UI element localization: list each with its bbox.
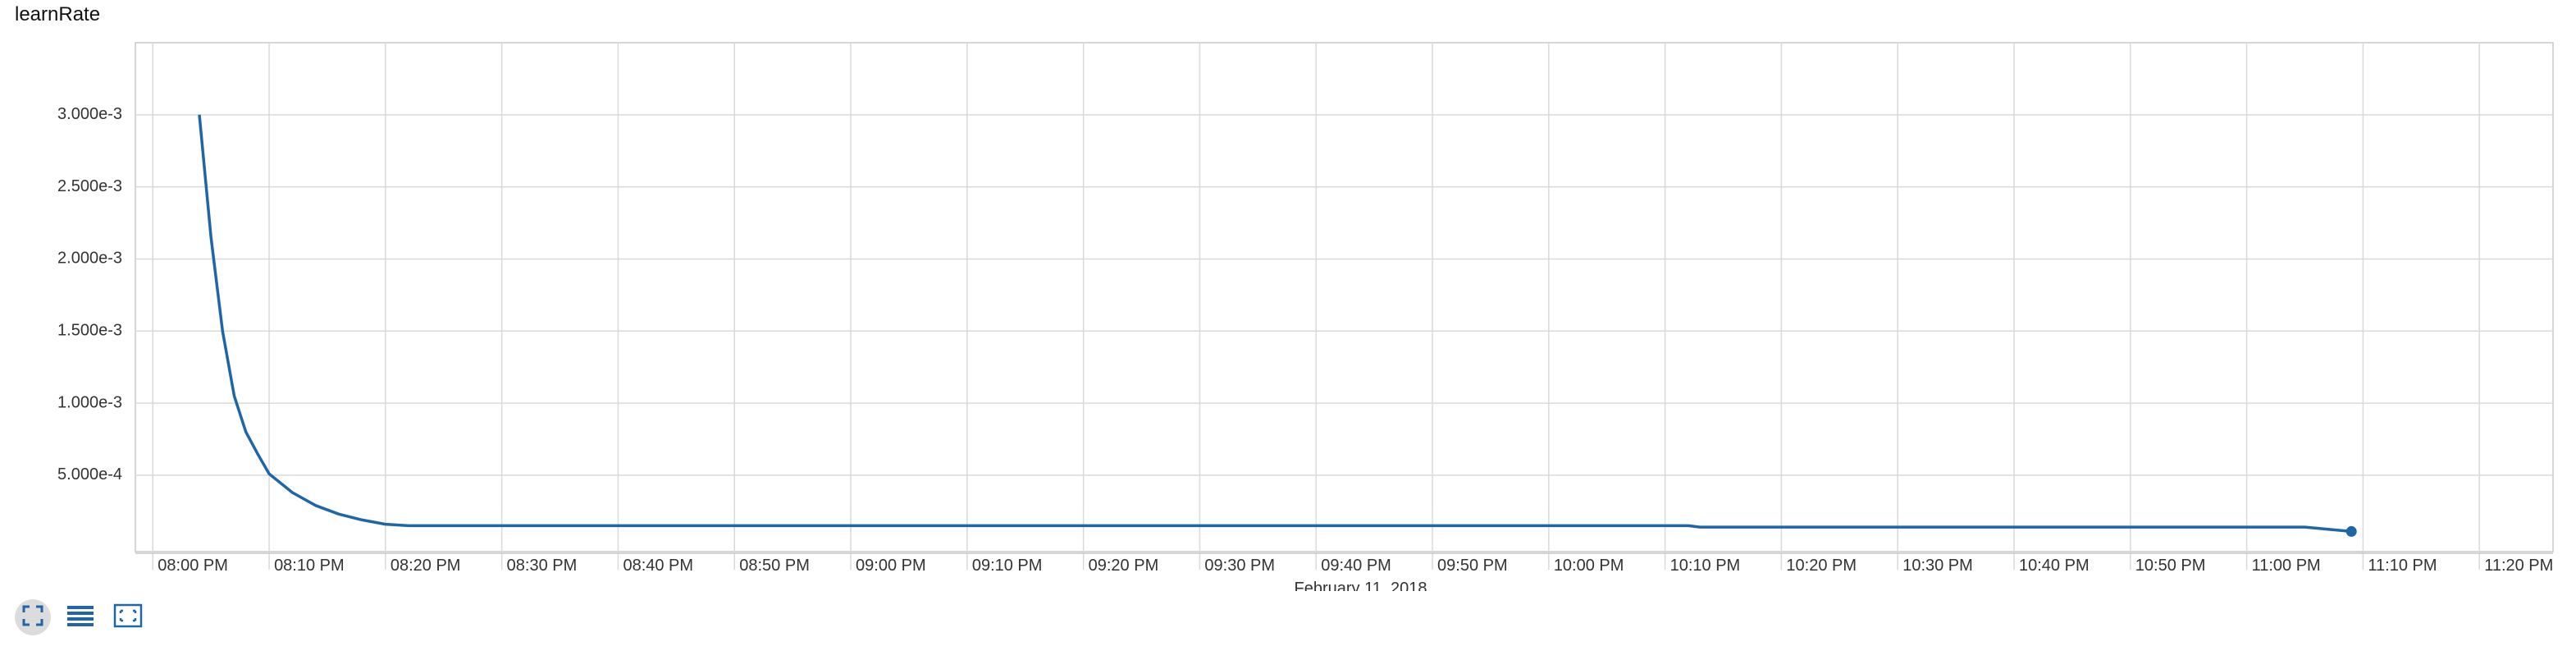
x-tick-label: 08:50 PM bbox=[739, 557, 810, 575]
line-chart: 5.000e-4 1.000e-3 1.500e-3 2.000e-3 2.500e-3… bbox=[57, 42, 2554, 591]
x-tick-label: 10:40 PM bbox=[2019, 557, 2090, 575]
data-list-button[interactable] bbox=[62, 599, 98, 635]
x-tick-label: 09:30 PM bbox=[1204, 557, 1275, 575]
zoom-select-button[interactable] bbox=[110, 599, 146, 635]
series-last-point bbox=[2345, 525, 2357, 537]
x-tick-label: 08:00 PM bbox=[158, 557, 228, 575]
x-tick-label: 10:00 PM bbox=[1554, 557, 1624, 575]
x-tick-label: 10:10 PM bbox=[1670, 557, 1741, 575]
list-icon bbox=[67, 604, 94, 631]
x-tick-label: 08:20 PM bbox=[391, 557, 461, 575]
zoom-select-icon bbox=[113, 603, 143, 632]
x-tick-label: 09:50 PM bbox=[1437, 557, 1508, 575]
x-tick-label: 08:40 PM bbox=[623, 557, 693, 575]
y-tick-label: 2.500e-3 bbox=[57, 177, 122, 195]
x-tick-label: 09:20 PM bbox=[1089, 557, 1159, 575]
y-tick-label: 5.000e-4 bbox=[57, 465, 122, 484]
fit-to-screen-button[interactable] bbox=[15, 599, 51, 635]
y-tick-label: 1.000e-3 bbox=[57, 393, 122, 411]
x-tick-label: 11:00 PM bbox=[2252, 557, 2321, 575]
x-tick-label: 11:20 PM bbox=[2484, 557, 2553, 575]
series-line bbox=[198, 114, 2352, 534]
grid bbox=[135, 42, 2554, 570]
y-tick-label: 3.000e-3 bbox=[57, 105, 122, 123]
y-tick-label: 2.000e-3 bbox=[57, 250, 122, 268]
x-tick-label: 08:30 PM bbox=[507, 557, 578, 575]
x-tick-label: 11:10 PM bbox=[2368, 557, 2437, 575]
y-axis-ticks: 5.000e-4 1.000e-3 1.500e-3 2.000e-3 2.500e-3… bbox=[57, 105, 122, 484]
x-tick-label: 09:10 PM bbox=[972, 557, 1043, 575]
x-tick-label: 08:10 PM bbox=[274, 557, 345, 575]
x-tick-label: 09:40 PM bbox=[1321, 557, 1391, 575]
x-tick-label: 10:30 PM bbox=[1902, 557, 1973, 575]
x-axis-ticks: 08:00 PM 08:10 PM 08:20 PM 08:30 PM 08:40 PM… bbox=[158, 557, 2553, 575]
fit-to-screen-icon bbox=[22, 605, 43, 630]
series-layer bbox=[198, 114, 2357, 537]
x-tick-label: 10:50 PM bbox=[2135, 557, 2206, 575]
chart-title: learnRate bbox=[15, 3, 101, 25]
x-tick-label: 10:20 PM bbox=[1786, 557, 1857, 575]
y-tick-label: 1.500e-3 bbox=[57, 322, 122, 340]
x-axis-date-label: February 11, 2018 bbox=[1295, 580, 1427, 591]
x-tick-label: 09:00 PM bbox=[856, 557, 926, 575]
plot-border bbox=[135, 42, 2554, 552]
chart-toolbar bbox=[15, 599, 146, 635]
